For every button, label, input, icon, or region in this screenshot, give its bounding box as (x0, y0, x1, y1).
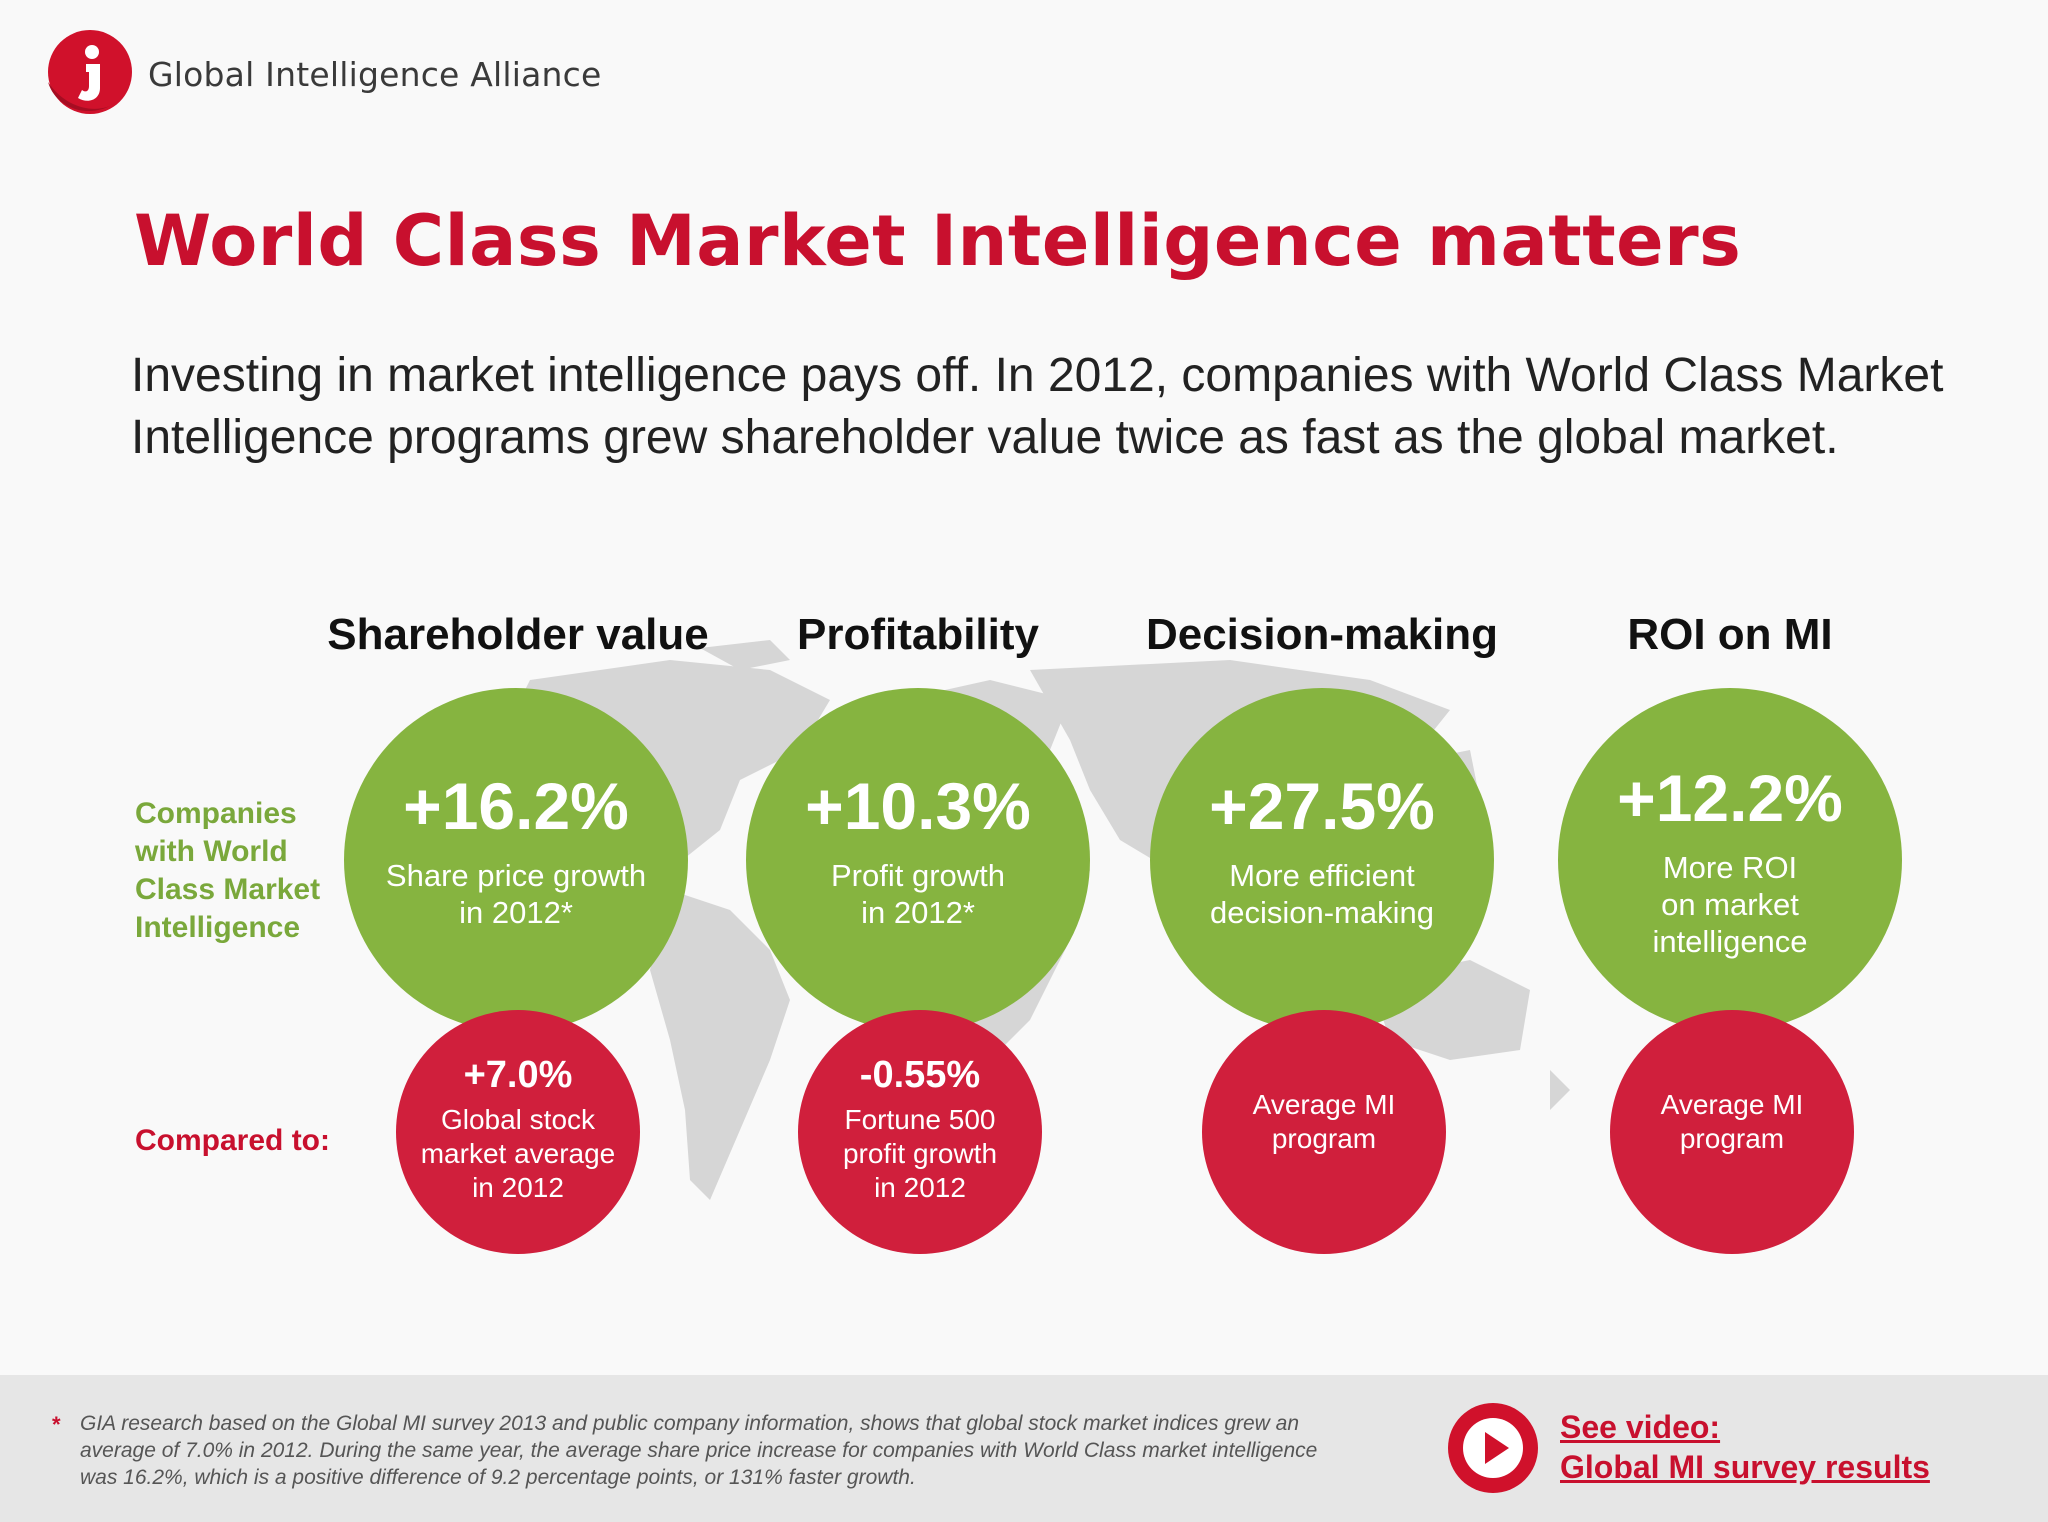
world-class-circle-decision: +27.5% More efficient decision-making (1150, 688, 1494, 1032)
comparison-value: +7.0% (463, 1054, 573, 1096)
stat-value: +10.3% (805, 769, 1031, 843)
world-class-circle-roi: +12.2% More ROI on market intelligence (1558, 688, 1902, 1032)
comparison-circle-shareholder: +7.0% Global stock market average in 201… (396, 1010, 640, 1254)
stat-value: +27.5% (1209, 769, 1435, 843)
stat-label: More efficient decision-making (1210, 858, 1434, 930)
comparison-circle-decision: Average MI program (1202, 1010, 1446, 1254)
comparison-label: Average MI program (1660, 1089, 1804, 1154)
brand-name: Global Intelligence Alliance (148, 55, 602, 94)
heading-decision-making: Decision-making (1145, 610, 1499, 659)
stat-label: More ROI on market intelligence (1652, 849, 1808, 959)
row-label-world-class: Companies with World Class Market Intell… (135, 797, 321, 944)
stat-value: +16.2% (403, 769, 629, 843)
comparison-circle-roi: Average MI program (1610, 1010, 1854, 1254)
comparison-value: -0.55% (859, 1054, 981, 1096)
footnote-marker: * (52, 1412, 61, 1437)
world-map-background (510, 640, 1570, 1200)
footer-bar (0, 1375, 2048, 1522)
play-icon[interactable] (1447, 1402, 1539, 1494)
stat-value: +12.2% (1617, 760, 1843, 835)
world-class-circle-shareholder: +16.2% Share price growth in 2012* (344, 688, 688, 1032)
footnote-text: GIA research based on the Global MI surv… (80, 1412, 1318, 1489)
heading-profitability: Profitability (796, 610, 1040, 659)
page-title: World Class Market Intelligence matters (134, 200, 1742, 282)
comparison-label: Average MI program (1252, 1089, 1396, 1154)
stat-label: Profit growth in 2012* (830, 858, 1005, 930)
row-label-compared: Compared to: (135, 1124, 330, 1157)
gia-logo-icon (48, 30, 132, 114)
heading-shareholder-value: Shareholder value (327, 610, 709, 659)
comparison-circle-profitability: -0.55% Fortune 500 profit growth in 2012 (798, 1010, 1042, 1254)
heading-roi-on-mi: ROI on MI (1627, 610, 1833, 659)
video-link-line2[interactable]: Global MI survey results (1560, 1449, 1930, 1485)
stat-label: Share price growth in 2012* (385, 858, 647, 930)
comparison-label: Global stock market average in 2012 (420, 1104, 616, 1203)
intro-text: Investing in market intelligence pays of… (131, 349, 1944, 464)
world-class-circle-profitability: +10.3% Profit growth in 2012* (746, 688, 1090, 1032)
see-video-link[interactable]: See video: Global MI survey results (1560, 1407, 1930, 1487)
video-link-line1[interactable]: See video: (1560, 1409, 1721, 1445)
comparison-label: Fortune 500 profit growth in 2012 (842, 1104, 998, 1203)
